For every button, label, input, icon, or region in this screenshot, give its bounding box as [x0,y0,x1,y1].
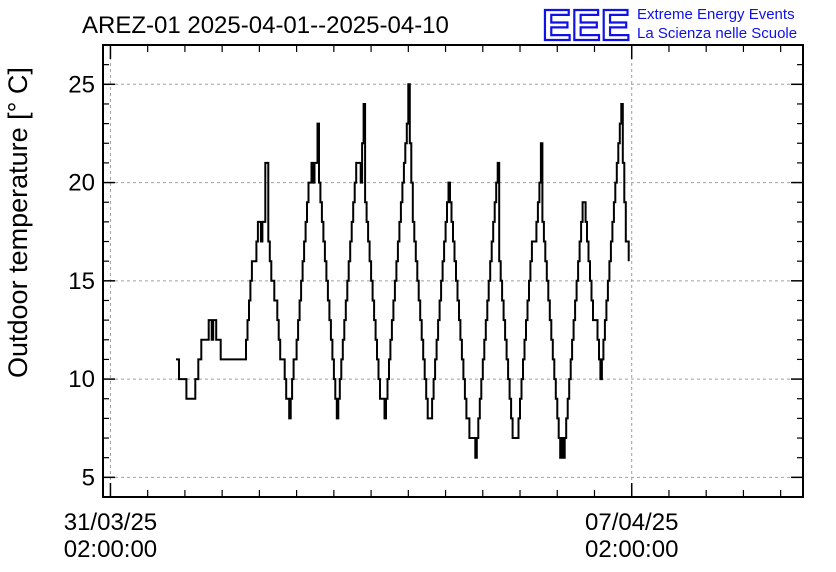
y-axis-label: Outdoor temperature [° C] [3,67,33,378]
x-tick-label-date: 31/03/25 [64,509,157,536]
y-tick-label: 15 [68,268,95,295]
y-tick-label: 20 [68,170,95,197]
chart-title: AREZ-01 2025-04-01--2025-04-10 [82,12,449,39]
temperature-series-line [176,83,630,459]
x-tick-label-time: 02:00:00 [64,536,157,563]
y-tick-label: 5 [82,464,95,491]
axis-ticks [103,44,803,498]
x-tick-label-time: 02:00:00 [585,536,678,563]
y-tick-label: 25 [68,71,95,98]
logo-mark: EEE [542,1,630,50]
y-tick-label: 10 [68,366,95,393]
series [176,83,630,459]
y-tick-labels: 5 10 15 20 25 [68,71,95,491]
grid [103,45,803,497]
eee-logo: EEE Extreme Energy Events La Scienza nel… [541,0,797,51]
plot-frame [102,44,804,498]
x-tick-label-date: 07/04/25 [585,509,678,536]
logo-line1: Extreme Energy Events [637,6,795,23]
logo-line2: La Scienza nelle Scuole [637,25,797,42]
